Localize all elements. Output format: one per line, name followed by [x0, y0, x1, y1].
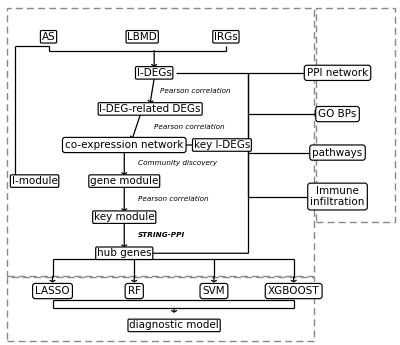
Text: XGBOOST: XGBOOST	[268, 286, 320, 296]
Text: LASSO: LASSO	[35, 286, 70, 296]
Text: diagnostic model: diagnostic model	[129, 321, 219, 331]
Text: LBMD: LBMD	[127, 32, 157, 42]
Text: Immune
infiltration: Immune infiltration	[310, 186, 365, 207]
Text: PPI network: PPI network	[307, 68, 368, 78]
Text: Community discovery: Community discovery	[138, 160, 217, 166]
Text: key module: key module	[94, 212, 154, 222]
Text: Pearson correlation: Pearson correlation	[154, 124, 225, 130]
Text: I-DEGs: I-DEGs	[137, 68, 172, 78]
Text: gene module: gene module	[90, 176, 158, 186]
Text: I-module: I-module	[12, 176, 58, 186]
Text: Pearson correlation: Pearson correlation	[160, 88, 231, 94]
Text: STRING-PPI: STRING-PPI	[138, 232, 186, 238]
Text: GO BPs: GO BPs	[318, 109, 357, 119]
Text: RF: RF	[128, 286, 141, 296]
Text: SVM: SVM	[203, 286, 225, 296]
Text: Pearson correlation: Pearson correlation	[138, 196, 209, 202]
Text: AS: AS	[42, 32, 56, 42]
Text: I-DEG-related DEGs: I-DEG-related DEGs	[100, 104, 201, 114]
Text: co-expression network: co-expression network	[65, 140, 184, 150]
Text: hub genes: hub genes	[97, 248, 152, 258]
Text: IRGs: IRGs	[214, 32, 238, 42]
Text: pathways: pathways	[312, 148, 363, 158]
Text: key I-DEGs: key I-DEGs	[194, 140, 250, 150]
